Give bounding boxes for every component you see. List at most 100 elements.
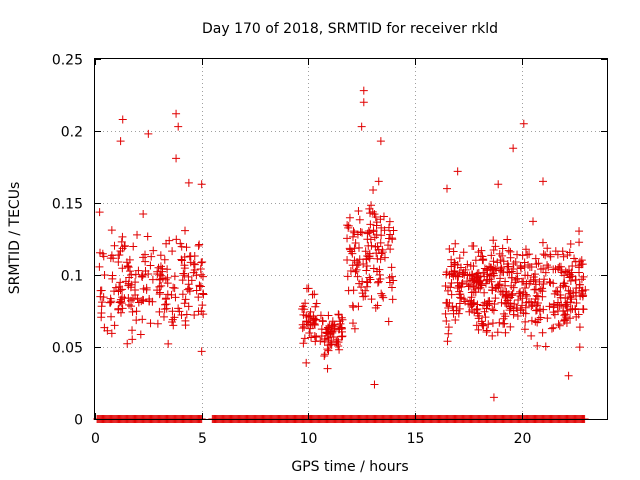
data-point [95,262,104,271]
data-point [363,252,372,261]
data-point [566,292,575,301]
data-point [145,295,154,304]
data-point [477,317,486,326]
data-point [163,273,172,282]
data-point [155,307,164,316]
data-point [474,248,483,257]
data-point [304,313,313,322]
data-point [141,266,150,275]
data-point [482,265,491,274]
data-point [358,228,367,237]
data-point [192,286,201,295]
data-point [361,247,370,256]
data-point [116,246,125,255]
data-point [553,301,562,310]
data-point [302,284,311,293]
x-tick-label: 10 [300,431,318,447]
data-point [558,247,567,256]
data-point [110,287,119,296]
x-axis-label: GPS time / hours [291,459,408,475]
data-point [317,331,326,340]
data-point [518,277,527,286]
data-point [355,243,364,252]
data-point [493,328,502,337]
data-point [348,261,357,270]
data-point [491,284,500,293]
data-point [97,302,106,311]
data-point [482,304,491,313]
data-point [377,249,386,258]
data-point [128,335,137,344]
data-point [320,351,329,360]
data-point [579,305,588,314]
data-point [324,333,333,342]
data-point [163,290,172,299]
data-point [300,334,309,343]
data-point [316,311,325,320]
data-point [138,315,147,324]
data-point [549,323,558,332]
data-point [357,122,366,131]
data-point [555,321,564,330]
data-point [118,304,127,313]
data-point [195,282,204,291]
data-point [483,270,492,279]
data-point [521,283,530,292]
data-point [536,265,545,274]
data-point [190,310,199,319]
data-point [482,326,491,335]
data-point [527,331,536,340]
data-point [170,284,179,293]
data-point [197,347,206,356]
data-point [178,276,187,285]
data-point [354,259,363,268]
data-point [532,291,541,300]
data-point [117,299,126,308]
data-point [138,272,147,281]
data-point [571,275,580,284]
data-point [534,259,543,268]
data-point [125,267,134,276]
data-point [324,346,333,355]
data-point [553,250,562,259]
data-point [133,230,142,239]
data-point [143,232,152,241]
data-point [488,331,497,340]
data-point [543,244,552,253]
data-point [125,300,134,309]
data-point [502,291,511,300]
data-point [144,129,153,138]
data-point [149,246,158,255]
data-point [172,109,181,118]
data-point [379,293,388,302]
data-point [444,303,453,312]
data-point [169,283,178,292]
data-point [506,322,515,331]
data-point [565,273,574,282]
data-point [571,305,580,314]
data-point [387,272,396,281]
data-point [107,226,116,235]
data-point [199,272,208,281]
data-point [350,228,359,237]
data-point [128,326,137,335]
data-point [503,235,512,244]
data-point [146,319,155,328]
data-point [299,339,308,348]
data-point [96,292,105,301]
data-point [388,235,397,244]
data-point [447,255,456,264]
data-point [541,251,550,260]
data-point [530,299,539,308]
data-point [371,303,380,312]
data-point [469,262,478,271]
data-point [385,217,394,226]
data-point [118,232,127,241]
data-point [167,317,176,326]
data-point [505,302,514,311]
data-point [157,281,166,290]
data-point [137,272,146,281]
data-point [324,311,333,320]
data-point [309,314,318,323]
data-point [355,215,364,224]
